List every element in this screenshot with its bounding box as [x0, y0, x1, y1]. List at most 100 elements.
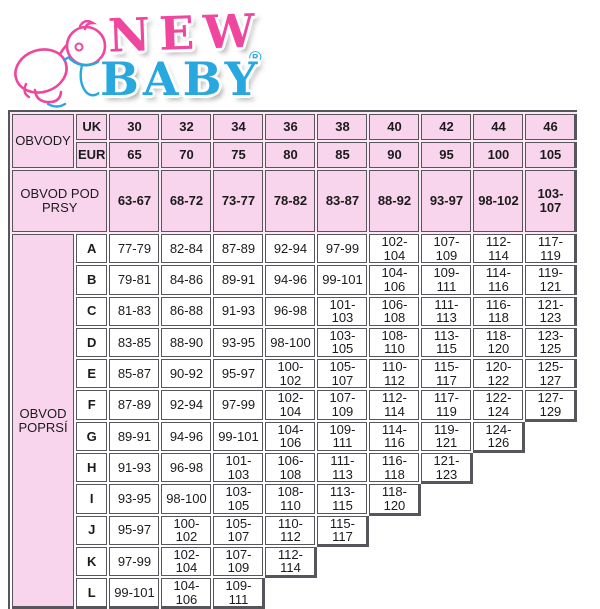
bust-range-cell: 89-91 — [109, 421, 160, 451]
bust-range-cell: 97-99 — [109, 546, 160, 577]
bust-range-cell: 85-87 — [109, 359, 160, 389]
bust-range-cell: 99-101 — [317, 265, 368, 295]
bust-range-cell: 124- 126 — [473, 421, 524, 451]
bust-range-cell: 114- 116 — [473, 265, 524, 295]
bust-range-cell: 115- 117 — [317, 515, 368, 545]
cup-letter-cell: A — [76, 234, 108, 264]
underbust-range-cell: 83-87 — [317, 170, 368, 232]
logo-word-baby: BABY — [100, 52, 262, 106]
registered-mark-icon: ® — [249, 48, 262, 67]
bust-range-cell: 97-99 — [213, 390, 264, 420]
underbust-range-cell: 98-102 — [473, 170, 524, 232]
bust-range-cell: 100- 102 — [265, 359, 316, 389]
uk-size-cell: 32 — [161, 114, 212, 140]
bust-range-cell: 108- 110 — [265, 484, 316, 514]
eur-size-cell: 90 — [369, 142, 420, 168]
bust-range-cell: 102- 104 — [265, 390, 316, 420]
bust-range-cell: 98-100 — [161, 484, 212, 514]
bust-range-cell: 109- 111 — [213, 578, 264, 608]
bust-range-cell: 91-93 — [213, 296, 264, 326]
cup-letter-cell: J — [76, 515, 108, 545]
bust-range-cell: 97-99 — [317, 234, 368, 264]
cup-letter-cell: F — [76, 390, 108, 420]
uk-size-cell: 40 — [369, 114, 420, 140]
bust-range-cell: 111- 113 — [317, 452, 368, 483]
bust-range-cell: 104- 106 — [161, 578, 212, 608]
bust-range-cell: 104- 106 — [369, 265, 420, 295]
uk-size-cell: 34 — [213, 114, 264, 140]
bust-range-cell: 106- 108 — [265, 452, 316, 483]
bust-label: OBVOD POPRSÍ — [12, 234, 74, 608]
bust-range-cell: 118- 120 — [369, 484, 420, 514]
eur-size-cell: 105 — [525, 142, 576, 168]
bust-range-cell: 102- 104 — [369, 234, 420, 264]
bust-range-cell: 87-89 — [213, 234, 264, 264]
uk-size-cell: 44 — [473, 114, 524, 140]
bust-range-cell: 107- 109 — [213, 546, 264, 577]
bust-range-cell: 118- 120 — [473, 327, 524, 358]
bust-range-cell: 110- 112 — [265, 515, 316, 545]
bust-range-cell: 101- 103 — [317, 296, 368, 326]
cup-letter-cell: K — [76, 546, 108, 577]
eur-size-cell: 95 — [421, 142, 472, 168]
bust-range-cell: 111- 113 — [421, 296, 472, 326]
bust-range-cell: 87-89 — [109, 390, 160, 420]
bust-range-cell: 93-95 — [213, 327, 264, 358]
cup-letter-cell: B — [76, 265, 108, 295]
uk-size-cell: 30 — [109, 114, 160, 140]
cup-letter-cell: L — [76, 578, 108, 608]
bust-range-cell: 112- 114 — [473, 234, 524, 264]
bust-range-cell: 83-85 — [109, 327, 160, 358]
bust-range-cell: 79-81 — [109, 265, 160, 295]
eur-size-cell: 65 — [109, 142, 160, 168]
underbust-range-cell: 63-67 — [109, 170, 160, 232]
bust-range-cell: 102- 104 — [161, 546, 212, 577]
bust-range-cell: 86-88 — [161, 296, 212, 326]
bust-range-cell: 91-93 — [109, 452, 160, 483]
uk-size-cell: 38 — [317, 114, 368, 140]
bust-range-cell: 127- 129 — [525, 390, 576, 420]
bust-range-cell: 95-97 — [109, 515, 160, 545]
logo-word-new: NEW — [107, 3, 265, 63]
bust-range-cell: 112- 114 — [369, 390, 420, 420]
bust-range-cell: 125- 127 — [525, 359, 576, 389]
bust-range-cell: 109- 111 — [421, 265, 472, 295]
bust-range-cell: 119- 121 — [525, 265, 576, 295]
bust-range-cell: 119- 121 — [421, 421, 472, 451]
uk-size-cell: 46 — [525, 114, 576, 140]
bust-range-cell: 121- 123 — [421, 452, 472, 483]
eur-size-cell: 70 — [161, 142, 212, 168]
corner-obvody-label: OBVODY — [12, 114, 74, 168]
bust-range-cell: 114- 116 — [369, 421, 420, 451]
bust-range-cell: 92-94 — [161, 390, 212, 420]
bust-range-cell: 99-101 — [213, 421, 264, 451]
eur-size-cell: 100 — [473, 142, 524, 168]
sizing-table-body: OBVODY UK 30 32 34 36 38 40 42 44 46 EUR 65 70 75 80 85 9… — [12, 114, 576, 608]
underbust-range-cell: 93-97 — [421, 170, 472, 232]
cup-letter-cell: H — [76, 452, 108, 483]
eur-size-cell: 75 — [213, 142, 264, 168]
bust-range-cell: 121- 123 — [525, 296, 576, 326]
bust-range-cell: 95-97 — [213, 359, 264, 389]
brand-logo: NEW ® BABY — [6, 3, 326, 110]
bust-range-cell: 94-96 — [161, 421, 212, 451]
bust-range-cell: 98-100 — [265, 327, 316, 358]
bust-range-cell: 93-95 — [109, 484, 160, 514]
bust-range-cell: 117- 119 — [525, 234, 576, 264]
bust-range-cell: 99-101 — [109, 578, 160, 608]
bust-range-cell: 108- 110 — [369, 327, 420, 358]
bust-range-cell: 113- 115 — [317, 484, 368, 514]
eur-size-cell: 85 — [317, 142, 368, 168]
bust-range-cell: 107- 109 — [317, 390, 368, 420]
bust-range-cell: 104- 106 — [265, 421, 316, 451]
cup-letter-cell: E — [76, 359, 108, 389]
bust-range-cell: 120- 122 — [473, 359, 524, 389]
bust-range-cell: 117- 119 — [421, 390, 472, 420]
cup-letter-cell: C — [76, 296, 108, 326]
cup-letter-cell: G — [76, 421, 108, 451]
eur-row-label: EUR — [76, 142, 108, 168]
sizing-table: OBVODY UK 30 32 34 36 38 40 42 44 46 EUR 65 70 75 80 85 9… — [8, 110, 578, 609]
bust-range-cell: 110- 112 — [369, 359, 420, 389]
bust-range-cell: 116- 118 — [473, 296, 524, 326]
eur-size-cell: 80 — [265, 142, 316, 168]
